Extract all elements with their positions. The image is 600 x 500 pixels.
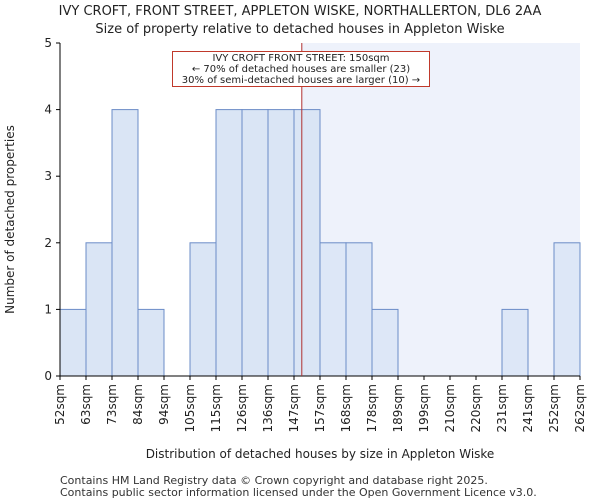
bar-63sqm [85,242,113,377]
bar-231sqm [501,308,529,377]
annotation-line-3: 30% of semi-detached houses are larger (… [181,75,421,86]
chart-title: IVY CROFT, FRONT STREET, APPLETON WISKE,… [58,4,542,19]
y-axis-label: Number of detached properties [3,125,17,314]
y-tick-label: 5 [44,36,52,50]
bar-178sqm [371,308,399,377]
footer-line-1: Contains HM Land Registry data © Crown c… [60,474,488,487]
x-tick-label: 52sqm [53,384,67,425]
x-tick-label: 262sqm [573,384,587,432]
x-tick-label: 241sqm [521,384,535,432]
x-tick-label: 63sqm [79,384,93,425]
bar-168sqm [345,242,373,377]
x-tick-label: 252sqm [547,384,561,432]
x-tick-label: 147sqm [287,384,301,432]
bar-84sqm [137,308,165,377]
x-tick-label: 220sqm [469,384,483,432]
x-tick-label: 199sqm [417,384,431,432]
annotation-line-1: IVY CROFT FRONT STREET: 150sqm [212,53,390,64]
bar-157sqm [319,242,347,377]
bar-52sqm [59,308,87,377]
bar-252sqm [553,242,581,377]
bar-126sqm [241,109,269,377]
y-tick-label: 0 [44,369,52,383]
y-tick-label: 3 [44,169,52,183]
x-tick-label: 84sqm [131,384,145,425]
x-tick-label: 210sqm [443,384,457,432]
x-tick-label: 157sqm [313,384,327,432]
bar-147sqm [293,109,321,377]
x-tick-label: 178sqm [365,384,379,432]
bar-105sqm [189,242,217,377]
chart-subtitle: Size of property relative to detached ho… [95,22,505,37]
x-tick-label: 115sqm [209,384,223,432]
x-tick-label: 189sqm [391,384,405,432]
x-tick-label: 105sqm [183,384,197,432]
property-annotation: IVY CROFT FRONT STREET: 150sqm ← 70% of … [172,51,430,87]
annotation-line-2: ← 70% of detached houses are smaller (23… [191,64,411,75]
x-axis-label: Distribution of detached houses by size … [146,447,495,461]
bar-115sqm [215,109,243,377]
x-tick-label: 168sqm [339,384,353,432]
footer-line-2: Contains public sector information licen… [60,486,537,499]
bar-136sqm [267,109,295,377]
x-tick-label: 231sqm [495,384,509,432]
y-tick-label: 4 [44,103,52,117]
bar-73sqm [111,109,139,377]
x-tick-label: 73sqm [105,384,119,425]
y-tick-label: 1 [44,302,52,316]
x-tick-label: 136sqm [261,384,275,432]
x-tick-label: 94sqm [157,384,171,425]
y-tick-label: 2 [44,236,52,250]
x-tick-label: 126sqm [235,384,249,432]
